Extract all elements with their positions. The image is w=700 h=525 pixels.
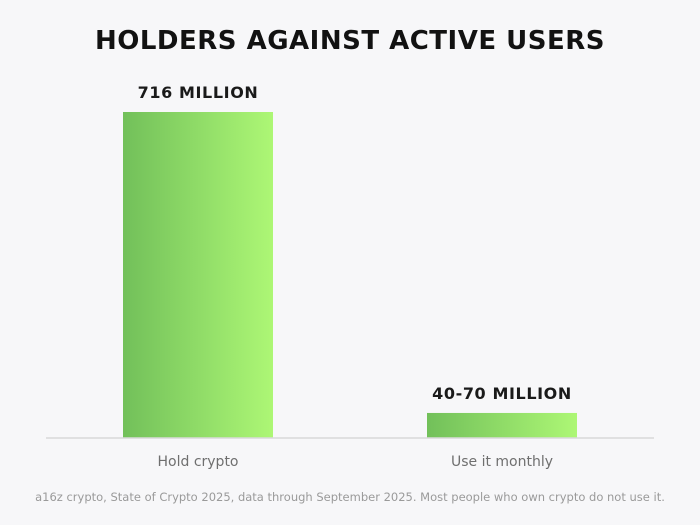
- category-label-0: Hold crypto: [158, 454, 239, 470]
- value-label-0: 716 MILLION: [138, 83, 259, 102]
- bar-0: [123, 112, 273, 438]
- bar-1: [427, 412, 577, 438]
- bar-chart: 716 MILLION Hold crypto 40-70 MILLION Use i…: [46, 83, 654, 470]
- category-label-1: Use it monthly: [451, 454, 553, 470]
- source-note: a16z crypto, State of Crypto 2025, data …: [35, 490, 665, 504]
- value-label-1: 40-70 MILLION: [432, 384, 572, 403]
- chart-title: HOLDERS AGAINST ACTIVE USERS: [95, 26, 605, 56]
